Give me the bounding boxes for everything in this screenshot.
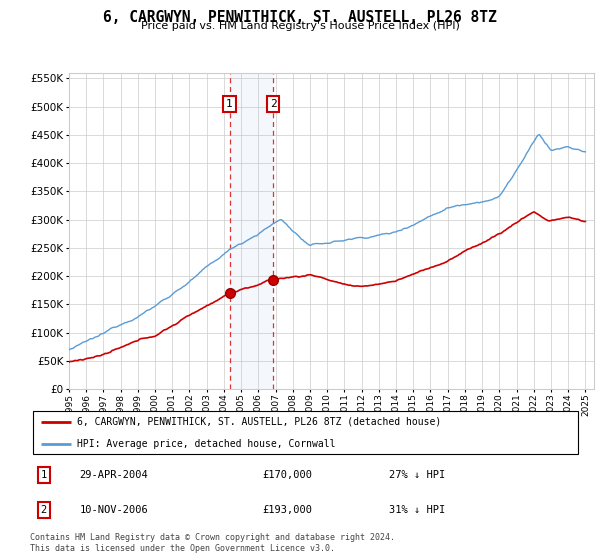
Text: 2: 2 xyxy=(41,505,47,515)
Text: Price paid vs. HM Land Registry's House Price Index (HPI): Price paid vs. HM Land Registry's House … xyxy=(140,21,460,31)
Text: 27% ↓ HPI: 27% ↓ HPI xyxy=(389,470,445,479)
Text: 1: 1 xyxy=(41,470,47,479)
Bar xyxy=(230,73,273,389)
Text: 31% ↓ HPI: 31% ↓ HPI xyxy=(389,505,445,515)
Text: Contains HM Land Registry data © Crown copyright and database right 2024.
This d: Contains HM Land Registry data © Crown c… xyxy=(30,533,395,553)
Text: 2: 2 xyxy=(270,99,277,109)
FancyBboxPatch shape xyxy=(33,410,578,455)
Text: £193,000: £193,000 xyxy=(262,505,312,515)
Text: 6, CARGWYN, PENWITHICK, ST. AUSTELL, PL26 8TZ: 6, CARGWYN, PENWITHICK, ST. AUSTELL, PL2… xyxy=(103,10,497,25)
Text: 10-NOV-2006: 10-NOV-2006 xyxy=(80,505,148,515)
Text: 29-APR-2004: 29-APR-2004 xyxy=(80,470,148,479)
Text: 1: 1 xyxy=(226,99,233,109)
Text: £170,000: £170,000 xyxy=(262,470,312,479)
Text: 6, CARGWYN, PENWITHICK, ST. AUSTELL, PL26 8TZ (detached house): 6, CARGWYN, PENWITHICK, ST. AUSTELL, PL2… xyxy=(77,417,441,427)
Text: HPI: Average price, detached house, Cornwall: HPI: Average price, detached house, Corn… xyxy=(77,438,335,449)
